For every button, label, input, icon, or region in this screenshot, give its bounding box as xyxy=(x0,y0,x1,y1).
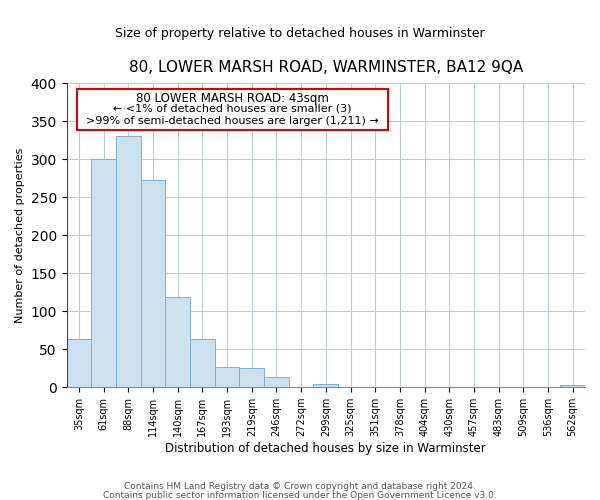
Bar xyxy=(190,338,215,387)
Bar xyxy=(166,296,190,387)
Bar xyxy=(91,159,116,387)
Bar xyxy=(215,366,239,387)
Bar xyxy=(560,385,585,387)
Bar xyxy=(67,340,91,387)
Text: >99% of semi-detached houses are larger (1,211) →: >99% of semi-detached houses are larger … xyxy=(86,116,379,126)
Bar xyxy=(116,136,141,387)
Bar xyxy=(239,368,264,387)
Bar xyxy=(264,378,289,387)
Bar xyxy=(141,180,166,387)
Text: Contains HM Land Registry data © Crown copyright and database right 2024.: Contains HM Land Registry data © Crown c… xyxy=(124,482,476,491)
Y-axis label: Number of detached properties: Number of detached properties xyxy=(15,148,25,323)
Text: ← <1% of detached houses are smaller (3): ← <1% of detached houses are smaller (3) xyxy=(113,104,352,114)
X-axis label: Distribution of detached houses by size in Warminster: Distribution of detached houses by size … xyxy=(166,442,486,455)
Bar xyxy=(313,384,338,387)
Title: 80, LOWER MARSH ROAD, WARMINSTER, BA12 9QA: 80, LOWER MARSH ROAD, WARMINSTER, BA12 9… xyxy=(129,60,523,75)
Text: Size of property relative to detached houses in Warminster: Size of property relative to detached ho… xyxy=(115,28,485,40)
Text: Contains public sector information licensed under the Open Government Licence v3: Contains public sector information licen… xyxy=(103,490,497,500)
FancyBboxPatch shape xyxy=(77,89,388,130)
Text: 80 LOWER MARSH ROAD: 43sqm: 80 LOWER MARSH ROAD: 43sqm xyxy=(136,92,329,105)
